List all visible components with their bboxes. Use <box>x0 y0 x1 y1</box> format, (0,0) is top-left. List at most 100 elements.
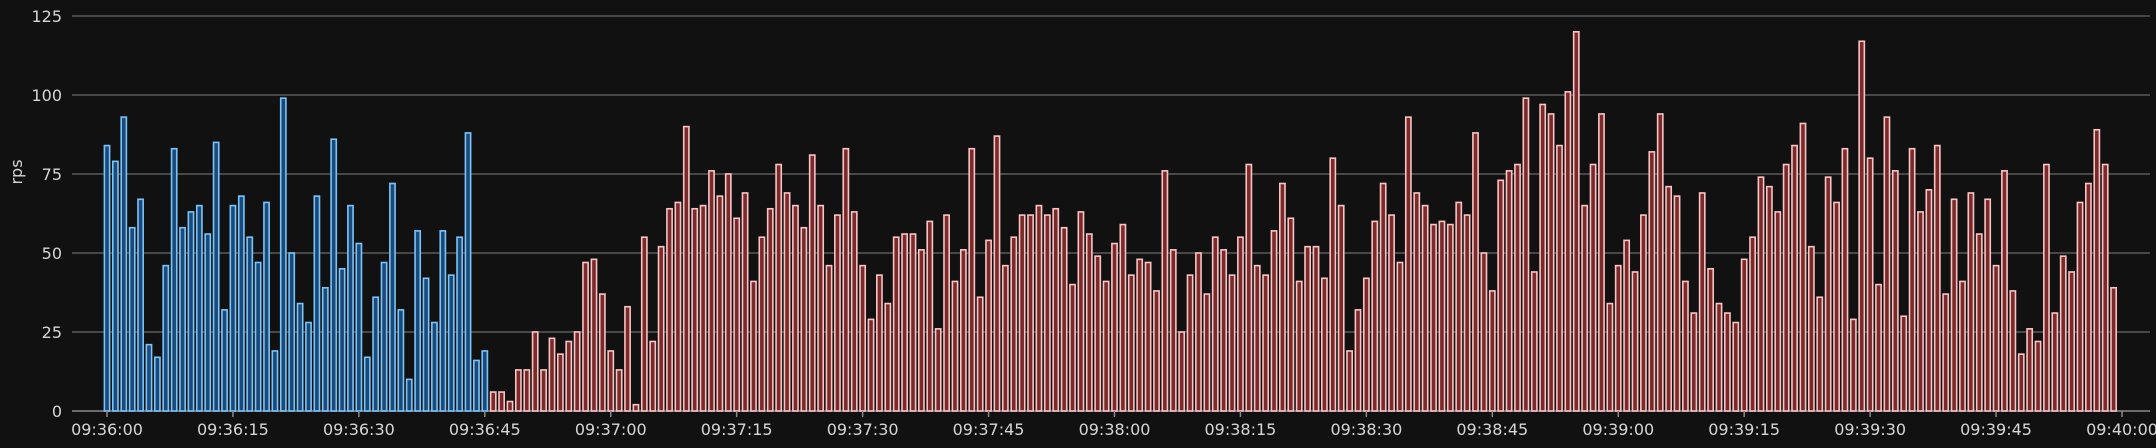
red-bar <box>1010 236 1018 412</box>
red-bar <box>1723 312 1731 412</box>
blue-bar <box>162 264 170 412</box>
red-bar <box>1220 249 1228 412</box>
red-bar <box>1077 211 1085 412</box>
red-bar <box>1807 245 1815 412</box>
red-bar <box>1740 258 1748 412</box>
blue-bar <box>179 226 186 412</box>
x-tick-label: 09:39:00 <box>1582 420 1654 439</box>
red-bar <box>565 340 573 412</box>
red-bar <box>926 220 934 412</box>
red-bar <box>1715 302 1723 412</box>
red-bar <box>1186 274 1194 412</box>
blue-bar <box>473 359 480 412</box>
red-bar <box>800 226 808 412</box>
red-bar <box>1295 280 1303 412</box>
red-bar <box>1069 283 1076 412</box>
red-bar <box>1564 91 1572 412</box>
red-bar <box>1404 116 1412 412</box>
red-bar <box>850 211 858 412</box>
red-bar <box>1589 163 1597 412</box>
red-bar <box>1270 230 1278 412</box>
red-bar <box>1161 170 1169 412</box>
red-bar <box>959 249 967 412</box>
blue-bar <box>153 356 161 412</box>
red-bar <box>733 217 741 412</box>
red-bar <box>1472 132 1479 412</box>
red-bar <box>1917 211 1924 412</box>
blue-bar <box>456 236 464 412</box>
red-bar <box>968 147 976 412</box>
red-bar <box>1043 214 1051 412</box>
red-bar <box>1279 182 1286 412</box>
red-bar <box>2034 340 2042 412</box>
y-tick-label: 125 <box>31 7 62 26</box>
red-bar <box>1085 233 1093 412</box>
red-bar <box>943 214 950 412</box>
red-bar <box>724 173 732 412</box>
red-bar <box>876 274 883 412</box>
red-bar <box>909 233 917 412</box>
red-bar <box>514 369 522 412</box>
red-bar <box>1631 271 1639 412</box>
red-bar <box>1799 122 1807 412</box>
blue-bar <box>338 267 346 412</box>
red-bar <box>2068 271 2076 412</box>
red-bar <box>1757 176 1765 412</box>
red-bar <box>1866 157 1874 412</box>
red-bar <box>1673 195 1681 412</box>
blue-bar <box>355 242 363 412</box>
red-bar <box>1312 245 1320 412</box>
red-bar <box>1346 350 1353 412</box>
red-bar <box>1035 204 1043 412</box>
red-bar <box>1237 236 1244 412</box>
red-bar <box>607 350 615 412</box>
blue-bar <box>347 204 354 412</box>
red-bar <box>1782 163 1790 412</box>
y-tick-label: 0 <box>52 402 62 421</box>
red-bar <box>1648 151 1656 412</box>
red-bar <box>1858 40 1866 412</box>
red-bar <box>1388 214 1395 412</box>
red-bar <box>1623 239 1631 412</box>
red-bar <box>1933 144 1941 412</box>
x-tick-label: 09:36:45 <box>449 420 521 439</box>
red-bar <box>1287 217 1295 412</box>
red-bar <box>1153 290 1160 412</box>
red-bar <box>1690 312 1698 412</box>
blue-bar <box>372 296 380 412</box>
red-bar <box>1127 274 1135 412</box>
red-bar <box>1111 242 1118 412</box>
red-bar <box>1547 113 1555 412</box>
red-bar <box>1707 267 1715 412</box>
red-bar <box>1975 233 1983 412</box>
blue-bar <box>439 230 447 412</box>
red-bar <box>1505 170 1513 412</box>
red-bar <box>657 245 665 412</box>
red-bar <box>716 195 724 412</box>
red-bar <box>1195 252 1202 412</box>
x-tick-label: 09:36:00 <box>71 420 143 439</box>
red-bar <box>817 204 825 412</box>
red-bar <box>598 293 606 412</box>
red-bar <box>1304 245 1312 412</box>
red-bar <box>1371 220 1379 412</box>
red-bar <box>1900 315 1908 412</box>
red-bar <box>1446 223 1454 412</box>
blue-bar <box>389 182 396 412</box>
red-bar <box>1765 185 1773 412</box>
x-tick-label: 09:40:00 <box>2086 420 2156 439</box>
red-bar <box>548 337 556 412</box>
blue-bar <box>187 211 195 412</box>
red-bar <box>1698 192 1706 412</box>
red-bar <box>1211 236 1219 412</box>
blue-bar <box>481 350 489 412</box>
red-bar <box>1438 220 1446 412</box>
x-tick-label: 09:39:30 <box>1834 420 1906 439</box>
red-bar <box>775 163 783 412</box>
red-bar <box>489 391 497 412</box>
red-bar <box>640 236 648 412</box>
blue-bar <box>447 274 455 412</box>
red-bar <box>1379 182 1387 412</box>
red-bar <box>1791 144 1798 412</box>
blue-bar <box>221 309 228 412</box>
